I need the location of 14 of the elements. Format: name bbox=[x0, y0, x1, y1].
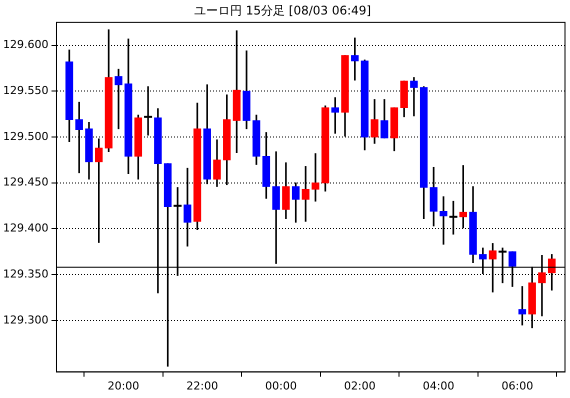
chart-title: ユーロ円 15分足 [08/03 06:49] bbox=[194, 3, 372, 18]
y-tick-label: 129.450 bbox=[2, 176, 48, 189]
x-tick-label: 06:00 bbox=[501, 379, 534, 392]
x-tick-label: 02:00 bbox=[344, 379, 376, 392]
x-tick-label: 20:00 bbox=[108, 379, 140, 392]
y-tick-label: 129.400 bbox=[2, 222, 48, 235]
y-tick-label: 129.500 bbox=[2, 130, 48, 143]
y-tick-label: 129.300 bbox=[2, 313, 48, 326]
y-tick-label: 129.550 bbox=[2, 84, 48, 98]
x-tick-label: 22:00 bbox=[186, 379, 218, 392]
y-tick-label: 129.350 bbox=[2, 267, 48, 280]
x-tick-label: 04:00 bbox=[422, 379, 454, 392]
y-tick-label: 129.600 bbox=[2, 38, 48, 52]
x-tick-label: 00:00 bbox=[265, 379, 297, 392]
